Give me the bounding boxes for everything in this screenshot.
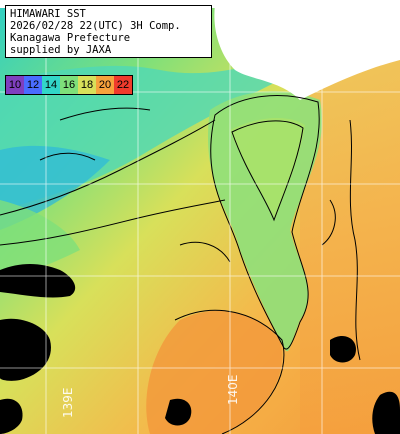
no-data-area-3 — [0, 398, 23, 434]
no-data-area-4 — [330, 335, 356, 363]
land-north — [214, 5, 400, 100]
sst-contours — [0, 95, 361, 434]
legend-cell: 22 — [114, 76, 132, 94]
lon-label-139e: 139E — [61, 387, 75, 419]
caption-region: Kanagawa Prefecture — [10, 32, 131, 44]
no-data-area-6 — [165, 398, 192, 426]
legend-cell: 10 — [6, 76, 24, 94]
legend-cell: 16 — [60, 76, 78, 94]
caption-title: HIMAWARI SST — [10, 8, 86, 20]
no-data-area-2 — [0, 318, 51, 381]
legend-cell: 18 — [78, 76, 96, 94]
legend-cell: 14 — [42, 76, 60, 94]
green-zone-west — [0, 200, 80, 285]
caption-timestamp: 2026/02/28 22(UTC) 3H Comp. — [10, 20, 181, 32]
lon-label-140e: 140E — [226, 374, 240, 406]
map-caption: HIMAWARI SST 2026/02/28 22(UTC) 3H Comp.… — [5, 5, 212, 58]
cold-bay-water — [0, 145, 110, 230]
temperature-legend: 10 12 14 16 18 20 22 — [5, 75, 133, 95]
caption-source: supplied by JAXA — [10, 44, 112, 56]
no-data-area-1 — [0, 264, 76, 298]
legend-cell: 12 — [24, 76, 42, 94]
legend-cell: 20 — [96, 76, 114, 94]
no-data-area-5 — [372, 391, 400, 434]
inner-plume — [230, 118, 305, 220]
